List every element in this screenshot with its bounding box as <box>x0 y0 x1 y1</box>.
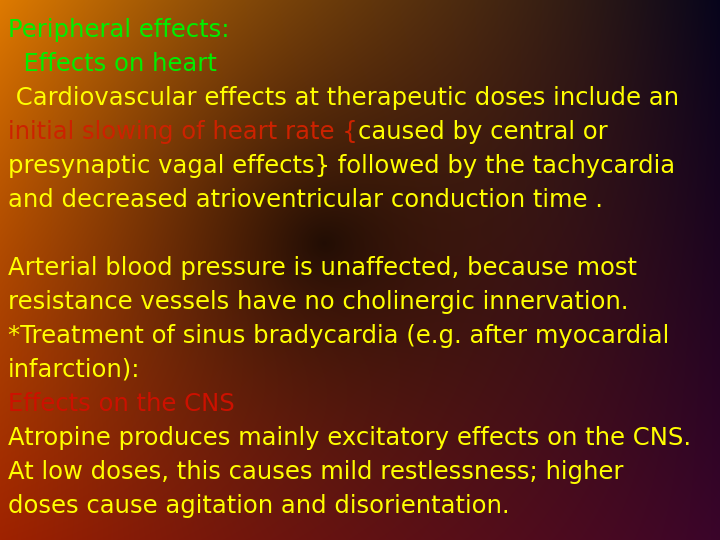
Text: presynaptic vagal effects} followed by the tachycardia: presynaptic vagal effects} followed by t… <box>8 154 675 178</box>
Text: *Treatment of sinus bradycardia (e.g. after myocardial: *Treatment of sinus bradycardia (e.g. af… <box>8 324 670 348</box>
Text: Cardiovascular effects at therapeutic doses include an: Cardiovascular effects at therapeutic do… <box>8 86 679 110</box>
Text: resistance vessels have no cholinergic innervation.: resistance vessels have no cholinergic i… <box>8 290 629 314</box>
Text: Effects on the CNS: Effects on the CNS <box>8 392 235 416</box>
Text: infarction):: infarction): <box>8 358 140 382</box>
Text: Effects on heart: Effects on heart <box>8 52 217 76</box>
Text: and decreased atrioventricular conduction time .: and decreased atrioventricular conductio… <box>8 188 603 212</box>
Text: caused by central or: caused by central or <box>358 120 608 144</box>
Text: Arterial blood pressure is unaffected, because most: Arterial blood pressure is unaffected, b… <box>8 256 637 280</box>
Text: At low doses, this causes mild restlessness; higher: At low doses, this causes mild restlessn… <box>8 460 624 484</box>
Text: doses cause agitation and disorientation.: doses cause agitation and disorientation… <box>8 494 510 518</box>
Text: Peripheral effects:: Peripheral effects: <box>8 18 230 42</box>
Text: initial slowing of heart rate {: initial slowing of heart rate { <box>8 120 358 144</box>
Text: Atropine produces mainly excitatory effects on the CNS.: Atropine produces mainly excitatory effe… <box>8 426 691 450</box>
